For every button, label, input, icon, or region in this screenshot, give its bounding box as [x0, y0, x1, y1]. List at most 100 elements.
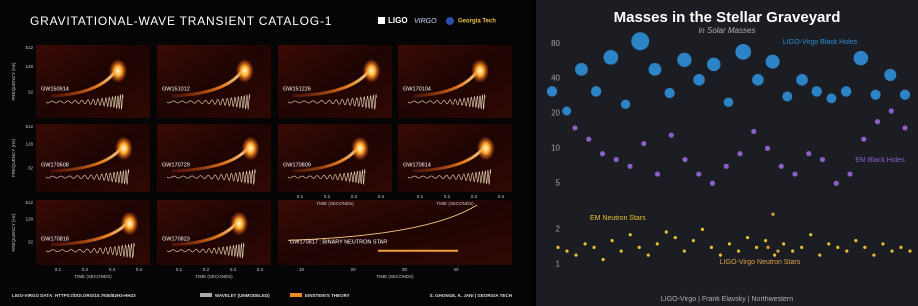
point: [782, 92, 792, 102]
x-tick-label: 30: [402, 267, 408, 272]
x-tick-label: 0.2: [203, 267, 210, 272]
y-tick-label: 10: [551, 143, 560, 152]
y-tick-label: 5: [556, 178, 561, 187]
spectrogram: GW170729: [157, 124, 271, 192]
point: [854, 51, 869, 66]
spectrogram: GW151226: [278, 45, 392, 118]
series-label: EM Black Holes: [855, 157, 905, 164]
x-tick-label: 0.4: [498, 194, 505, 199]
point: [776, 249, 779, 252]
point: [602, 258, 605, 261]
point: [800, 246, 803, 249]
point: [752, 74, 764, 86]
point: [696, 171, 701, 176]
x-tick-label: 0.1: [176, 267, 183, 272]
point: [779, 164, 784, 169]
x-axis-label: TIME (SECONDS): [195, 274, 233, 279]
event-label: GW170817 : BINARY NEUTRON STAR: [290, 240, 387, 246]
spectrogram: GW170823: [157, 200, 271, 265]
point: [845, 249, 848, 252]
point: [735, 44, 751, 60]
logo: VIRGO: [414, 18, 437, 25]
point: [863, 246, 866, 249]
event-label: GW170608: [41, 162, 69, 168]
screenshot: GRAVITATIONAL-WAVE TRANSIENT CATALOG-1 L…: [0, 0, 918, 306]
point: [593, 246, 596, 249]
point: [586, 137, 591, 142]
point: [620, 249, 623, 252]
spectrogram-bg: [36, 124, 150, 192]
x-axis-label: TIME (SECONDS): [376, 274, 414, 279]
y-tick-label: 2: [556, 224, 561, 233]
point: [871, 90, 881, 100]
point: [908, 249, 911, 252]
x-tick-label: 0.3: [230, 267, 237, 272]
event-label: GW170814: [403, 162, 431, 168]
point: [737, 151, 742, 156]
chirp-peak: [477, 136, 495, 160]
point: [755, 246, 758, 249]
y-tick-label: 32: [28, 239, 34, 244]
x-tick-label: 0.3: [351, 194, 358, 199]
point: [600, 151, 605, 156]
point: [792, 171, 797, 176]
point: [890, 249, 893, 252]
y-axis-label: FREQUENCY (Hz): [11, 62, 16, 100]
event-label: GW170818: [41, 236, 69, 242]
spectrogram: GW150914: [36, 45, 150, 118]
chirp-peak: [236, 59, 254, 83]
point: [827, 93, 837, 103]
chirp-peak: [241, 136, 259, 160]
point: [603, 50, 618, 65]
x-tick-label: 0.4: [136, 267, 143, 272]
point: [627, 164, 632, 169]
y-tick-label: 80: [551, 39, 560, 48]
chart-subtitle: in Solar Masses: [699, 26, 756, 35]
spectrogram-bg: [278, 124, 392, 192]
chirp-peak: [230, 212, 248, 236]
point: [710, 246, 713, 249]
point: [847, 171, 852, 176]
point: [701, 228, 704, 231]
spectrogram-bg: [398, 45, 512, 118]
spectrogram-bg: [36, 45, 150, 118]
point: [683, 249, 686, 252]
point: [836, 246, 839, 249]
x-axis-label: TIME (SECONDS): [74, 274, 112, 279]
point: [707, 58, 721, 72]
chirp-peak: [115, 136, 133, 160]
point: [806, 151, 811, 156]
point: [655, 171, 660, 176]
x-tick-label: 0.1: [297, 194, 304, 199]
legend-swatch: [200, 293, 212, 297]
spectrogram: GW170814: [398, 124, 512, 192]
point: [565, 249, 568, 252]
x-tick-label: 20: [350, 267, 356, 272]
catalog: GRAVITATIONAL-WAVE TRANSIENT CATALOG-1 L…: [11, 14, 512, 298]
event-label: GW170823: [162, 236, 190, 242]
point: [591, 86, 601, 96]
point: [791, 249, 794, 252]
x-tick-label: 0.4: [257, 267, 264, 272]
point: [583, 242, 586, 245]
point: [773, 254, 776, 257]
point: [766, 246, 769, 249]
point: [820, 157, 825, 162]
y-tick-label: 20: [551, 109, 560, 118]
event-label: GW150914: [41, 86, 69, 92]
point: [728, 242, 731, 245]
spectrogram: GW170817 : BINARY NEUTRON STAR: [278, 200, 512, 265]
point: [665, 230, 668, 233]
legend-swatch: [290, 293, 302, 297]
y-tick-label: 1: [556, 259, 561, 268]
point: [796, 74, 808, 86]
point: [547, 86, 557, 96]
series-label: LIGO-Virgo Neutron Stars: [720, 259, 801, 266]
legend-label: WAVELET (UNMODELED): [215, 293, 270, 298]
point: [899, 246, 902, 249]
y-tick-label: 128: [25, 217, 33, 222]
y-tick-label: 128: [25, 64, 33, 69]
point: [647, 254, 650, 257]
point: [900, 90, 910, 100]
point: [638, 246, 641, 249]
